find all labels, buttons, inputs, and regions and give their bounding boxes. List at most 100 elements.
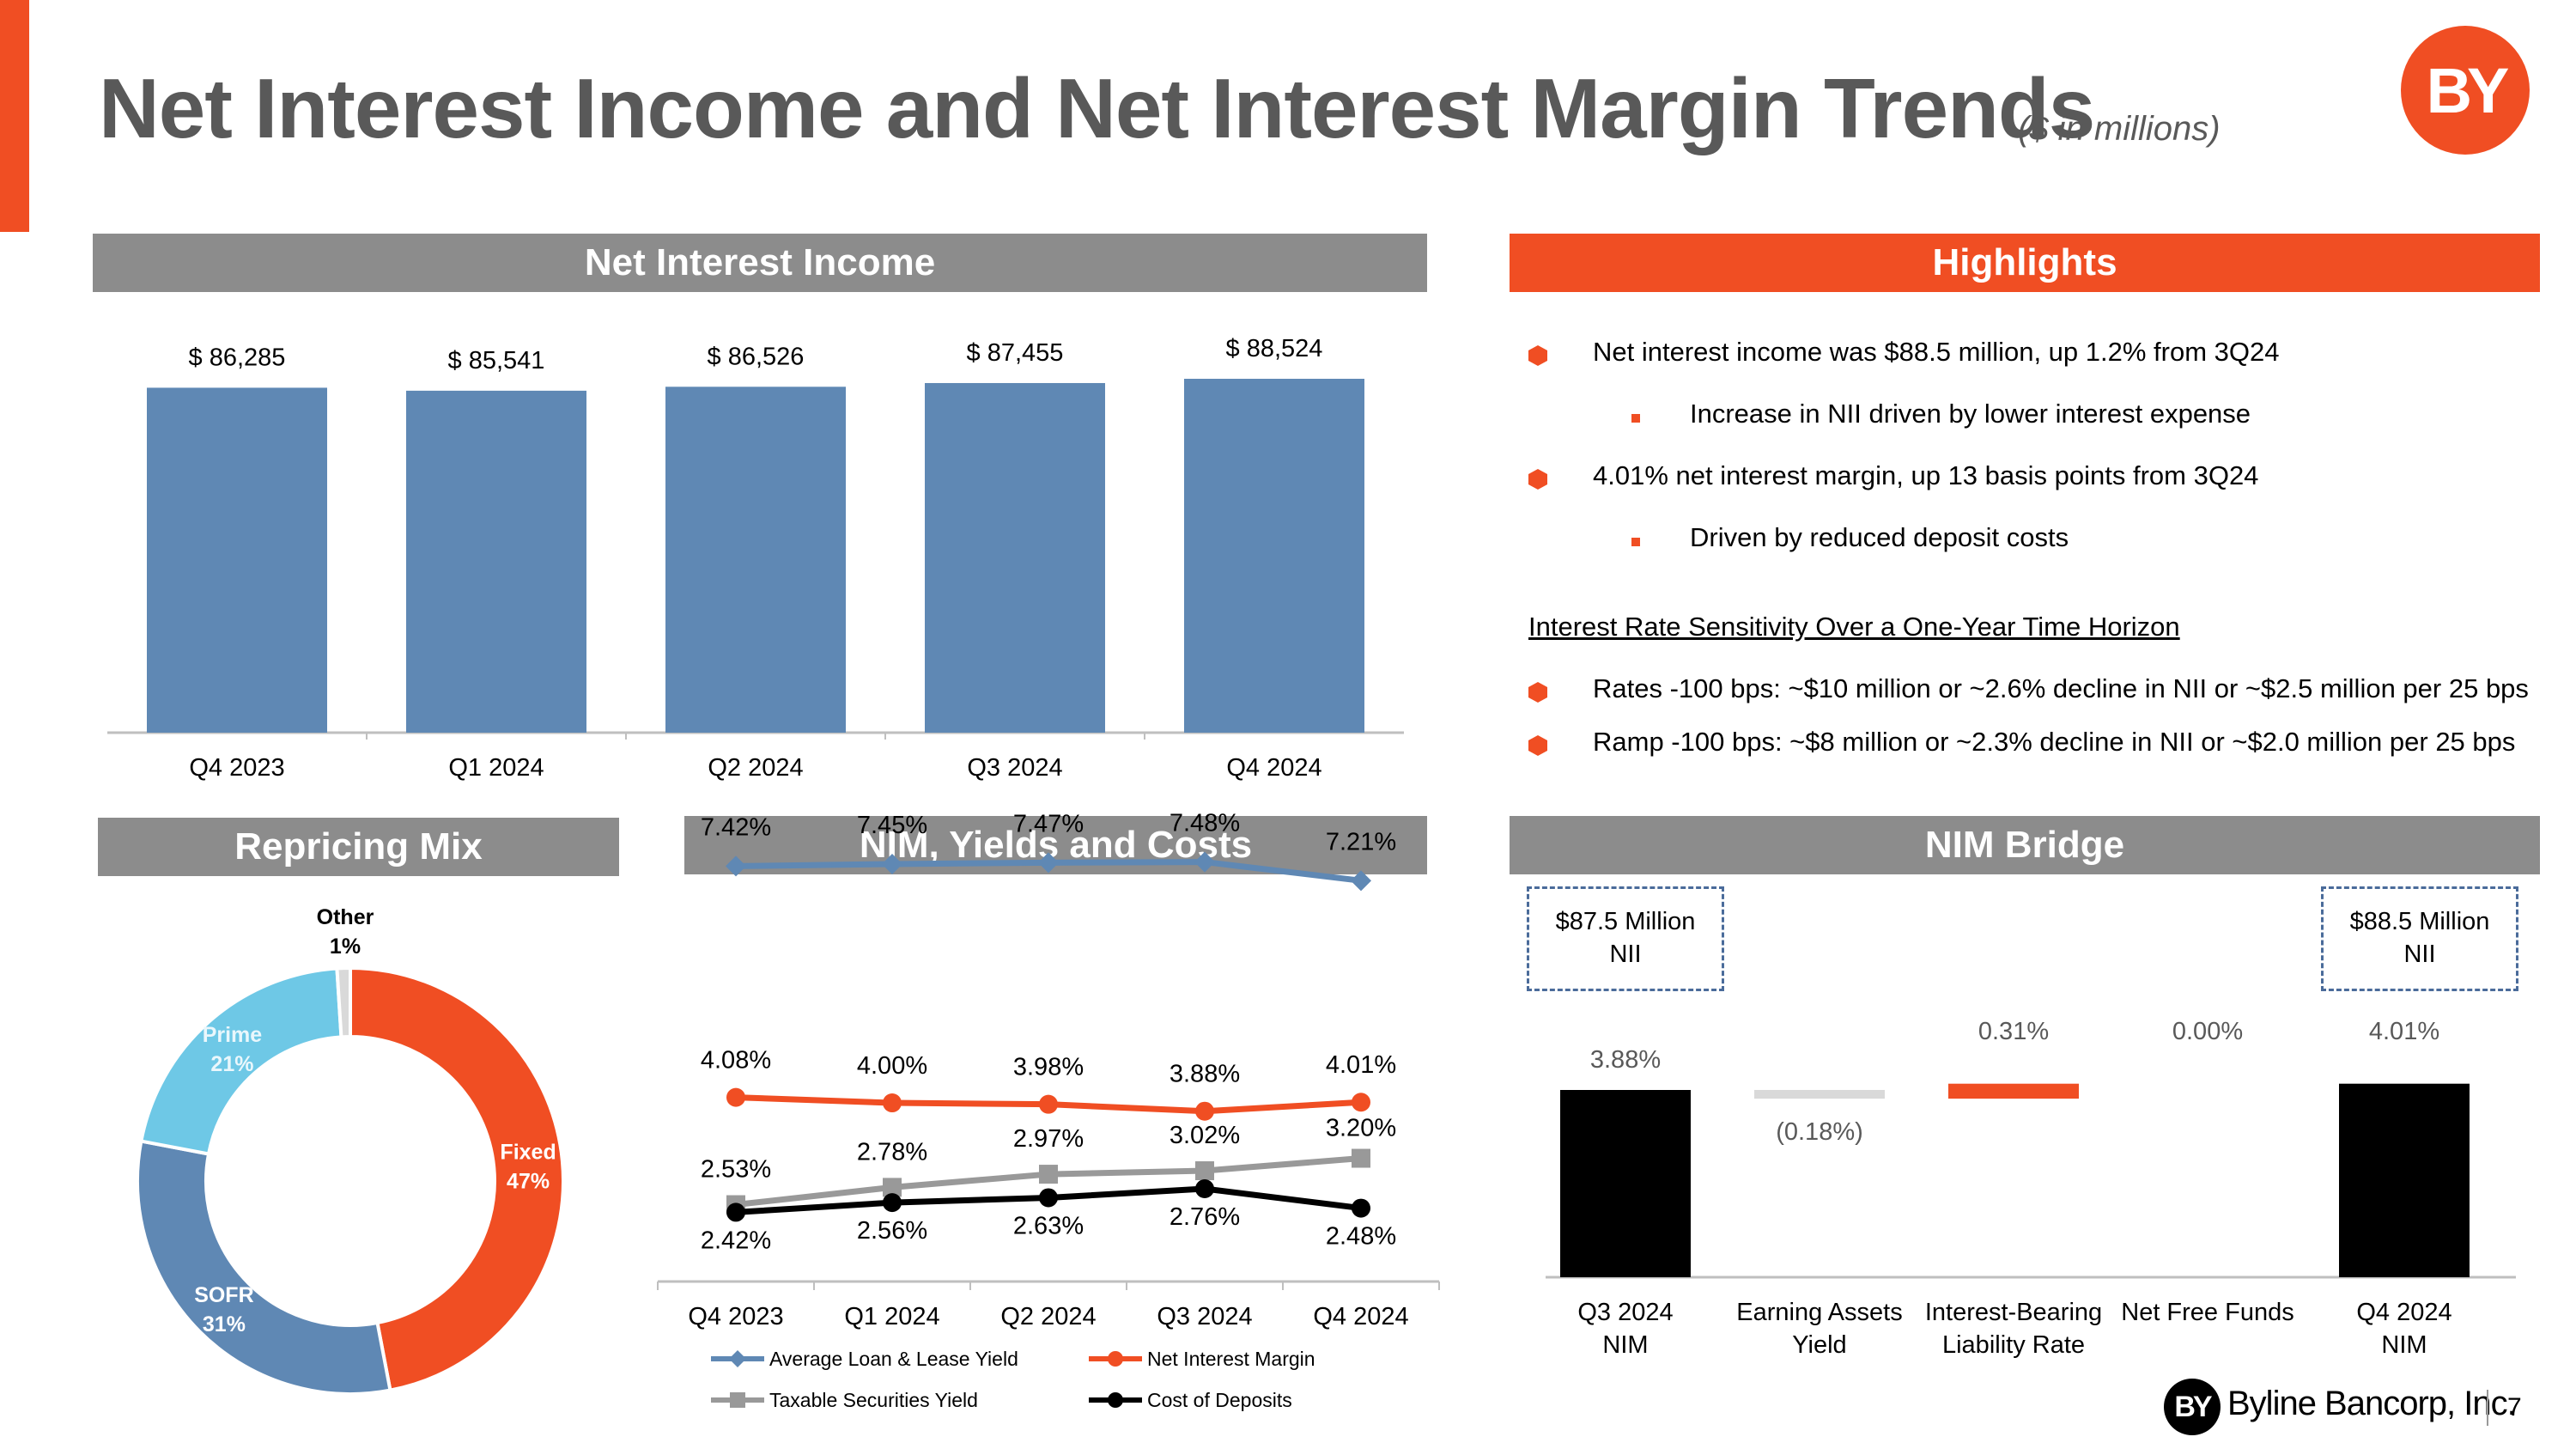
- bridge-data-label: 4.01%: [2369, 1018, 2439, 1045]
- highlight-item: Driven by reduced deposit costs: [1690, 522, 2069, 552]
- page-title: Net Interest Income and Net Interest Mar…: [99, 61, 2095, 155]
- accent-bar: [0, 0, 29, 232]
- bullet-square-icon: [1631, 414, 1640, 423]
- nim-data-label: 3.98%: [1013, 1054, 1084, 1081]
- bridge-tick-label: Q3 2024: [1577, 1299, 1673, 1326]
- nim-marker: [1039, 1188, 1058, 1208]
- bridge-callout-q3-text: $87.5 Million NII: [1555, 908, 1696, 968]
- nim-data-label: 2.56%: [857, 1217, 927, 1245]
- bullet-hex-icon: [1528, 469, 1547, 490]
- nii-data-label: $ 87,455: [967, 339, 1064, 367]
- nim-marker: [1195, 1101, 1214, 1121]
- nii-bar: [406, 390, 586, 733]
- nim-data-label: 3.88%: [1170, 1061, 1240, 1088]
- nim-data-label: 2.78%: [857, 1138, 927, 1166]
- sensitivity-item: Ramp -100 bps: ~$8 million or ~2.3% decl…: [1593, 727, 2516, 757]
- nii-tick-label: Q4 2023: [189, 754, 284, 782]
- bridge-tick-label: Liability Rate: [1942, 1331, 2085, 1359]
- repricing-label-name: SOFR: [194, 1283, 253, 1307]
- nim-marker: [726, 1202, 745, 1222]
- nii-bar: [1184, 379, 1364, 733]
- page-subtitle: ($ in millions): [2018, 110, 2221, 148]
- nim-legend-marker: [729, 1350, 746, 1367]
- bullet-hex-icon: [1528, 682, 1547, 703]
- nim-data-label: 4.01%: [1326, 1051, 1396, 1079]
- footer-company-name: Byline Bancorp, Inc.: [2227, 1385, 2517, 1422]
- highlight-item: Net interest income was $88.5 million, u…: [1593, 337, 2280, 367]
- nim-tick-label: Q3 2024: [1157, 1303, 1252, 1330]
- nim-data-label: 7.47%: [1013, 810, 1084, 837]
- nim-data-label: 3.20%: [1326, 1115, 1396, 1142]
- nim-legend-marker: [1108, 1392, 1123, 1408]
- bridge-data-label: 0.00%: [2172, 1018, 2243, 1045]
- nii-tick-label: Q3 2024: [967, 754, 1062, 782]
- repricing-label-name: Fixed: [500, 1140, 556, 1164]
- nim-marker: [883, 1193, 902, 1213]
- nim-data-label: 2.42%: [701, 1227, 771, 1254]
- sensitivity-item: Rates -100 bps: ~$10 million or ~2.6% de…: [1593, 673, 2529, 703]
- nii-data-label: $ 88,524: [1226, 335, 1323, 362]
- nim-marker: [883, 1178, 902, 1197]
- nim-marker: [726, 1087, 745, 1107]
- nim-marker: [882, 853, 902, 874]
- bridge-callout-q3: $87.5 Million NII: [1527, 886, 1724, 991]
- nim-data-label: 7.21%: [1326, 828, 1396, 855]
- nii-tick-label: Q1 2024: [448, 754, 544, 782]
- bridge-bar: [2339, 1083, 2470, 1277]
- repricing-slice-fixed: [349, 965, 565, 1392]
- repricing-label-name: Other: [317, 905, 374, 929]
- nim-marker: [1352, 1093, 1370, 1112]
- page-separator: [2487, 1390, 2488, 1426]
- bridge-data-label: 3.88%: [1590, 1046, 1661, 1074]
- nim-marker: [1195, 1178, 1214, 1198]
- repricing-slice-sofr: [136, 1139, 392, 1396]
- nii-data-label: $ 85,541: [448, 347, 545, 374]
- nim-marker: [1352, 1198, 1370, 1218]
- nim-legend-label: Net Interest Margin: [1147, 1348, 1315, 1370]
- nii-data-label: $ 86,285: [189, 344, 286, 371]
- nim-data-label: 7.45%: [857, 812, 927, 839]
- nim-tick-label: Q1 2024: [844, 1303, 939, 1330]
- nim-tick-label: Q2 2024: [1000, 1303, 1096, 1330]
- nim-marker: [1351, 870, 1371, 892]
- bridge-tick-label: NIM: [2381, 1331, 2427, 1359]
- nii-tick-label: Q2 2024: [708, 754, 803, 782]
- repricing-label-value: 47%: [507, 1169, 550, 1193]
- bridge-tick-label: Q4 2024: [2356, 1299, 2451, 1326]
- nim-tick-label: Q4 2024: [1313, 1303, 1408, 1330]
- nim-data-label: 2.76%: [1170, 1203, 1240, 1231]
- nim-marker: [726, 855, 746, 877]
- bridge-tick-label: Interest-Bearing: [1925, 1299, 2102, 1326]
- nim-data-label: 4.08%: [701, 1047, 771, 1075]
- nim-marker: [1352, 1148, 1370, 1168]
- nim-marker: [1039, 1094, 1058, 1114]
- bullet-square-icon: [1631, 538, 1640, 546]
- header-nim-bridge: NIM Bridge: [1510, 816, 2540, 874]
- bridge-callout-q4: $88.5 Million NII: [2321, 886, 2518, 991]
- nii-tick-label: Q4 2024: [1226, 754, 1321, 782]
- nim-marker: [1195, 1161, 1214, 1181]
- bridge-tick-label: Net Free Funds: [2121, 1299, 2293, 1326]
- bridge-tick-label: NIM: [1602, 1331, 1648, 1359]
- footer-logo: BY: [2164, 1379, 2221, 1435]
- bridge-bar: [1754, 1090, 1885, 1099]
- nim-legend-marker: [1108, 1351, 1123, 1367]
- byline-logo: BY: [2401, 26, 2530, 155]
- header-repricing-mix: Repricing Mix: [98, 818, 619, 876]
- nim-marker: [1038, 852, 1059, 874]
- highlight-item: Increase in NII driven by lower interest…: [1690, 399, 2251, 429]
- nim-data-label: 7.48%: [1170, 810, 1240, 837]
- bridge-data-label: (0.18%): [1776, 1118, 1863, 1146]
- nii-data-label: $ 86,526: [708, 343, 805, 370]
- nim-tick-label: Q4 2023: [688, 1303, 783, 1330]
- page-number: 7: [2507, 1393, 2522, 1422]
- bullet-hex-icon: [1528, 735, 1547, 756]
- bridge-callout-q4-text: $88.5 Million NII: [2349, 908, 2490, 968]
- bridge-data-label: 0.31%: [1978, 1018, 2049, 1045]
- bullet-hex-icon: [1528, 345, 1547, 366]
- nii-bar: [925, 382, 1105, 733]
- bridge-tick-label: Earning Assets: [1736, 1299, 1902, 1326]
- header-highlights: Highlights: [1510, 234, 2540, 292]
- bridge-bar: [1560, 1090, 1691, 1277]
